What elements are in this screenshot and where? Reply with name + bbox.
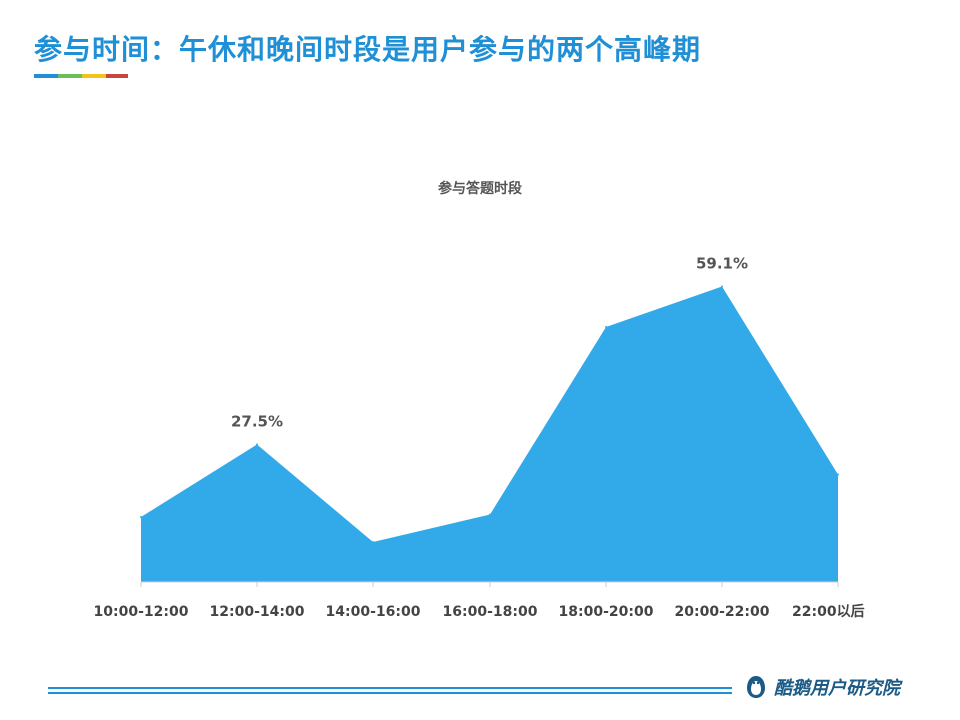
footer-divider-bottom [48,692,732,694]
brand-name: 酷鹅用户研究院 [774,678,900,699]
data-point-6 [837,473,839,476]
title-color-bar-segment-red [106,74,128,78]
data-point-5 [721,285,723,288]
x-tick-label-6: 22:00以后 [792,603,865,620]
area-series [141,286,838,582]
title-color-bar-segment-yellow [82,74,106,78]
title-color-bar-segment-green [58,74,82,78]
x-tick-label-5: 20:00-22:00 [675,604,770,620]
chart-title: 参与答题时段 [438,181,522,197]
page-title: 参与时间：午休和晚间时段是用户参与的两个高峰期 [34,33,702,66]
data-point-0 [140,516,142,518]
brand: 酷鹅用户研究院 [744,672,900,702]
penguin-logo-icon [747,676,765,698]
x-tick-label-3: 16:00-18:00 [443,604,538,620]
data-label-1: 27.5% [231,413,283,431]
data-point-1 [256,443,258,446]
data-label-5: 59.1% [696,255,748,273]
data-point-4 [605,326,607,328]
title-color-bar-segment-blue [34,74,58,78]
x-tick-label-0: 10:00-12:00 [94,604,189,620]
data-point-2 [372,541,374,543]
data-point-3 [489,513,491,516]
x-tick-label-1: 12:00-14:00 [210,604,305,620]
x-tick-label-2: 14:00-16:00 [326,604,421,620]
x-tick-label-4: 18:00-20:00 [559,604,654,620]
footer-divider-top [48,687,732,689]
